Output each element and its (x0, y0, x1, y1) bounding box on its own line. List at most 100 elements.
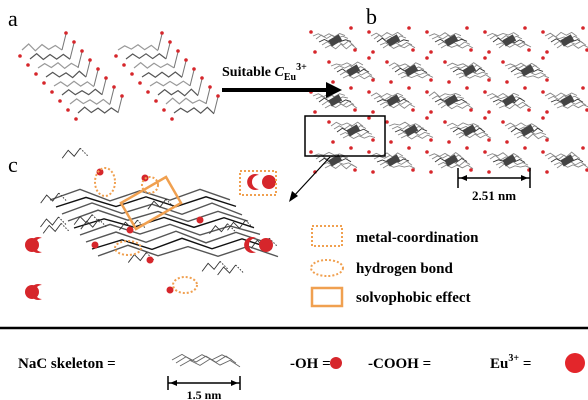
skeleton (391, 124, 425, 130)
side-chain (117, 96, 123, 114)
skeleton (91, 237, 273, 251)
skeleton (544, 92, 578, 98)
oh-dot (469, 168, 473, 172)
skeleton (440, 44, 474, 49)
skeleton (312, 151, 346, 157)
core (404, 64, 419, 77)
skeleton (37, 61, 79, 70)
oh-dot (523, 86, 527, 90)
oh-dot (313, 50, 317, 54)
oh-dot (112, 85, 116, 89)
side-chain (77, 51, 83, 69)
skeleton (556, 163, 588, 169)
side-chain (181, 60, 187, 78)
arrow-head (326, 82, 342, 98)
side-chain (73, 214, 93, 225)
oh-dot (411, 168, 415, 172)
arrow-superscript: 3+ (296, 62, 307, 73)
oh-dot (327, 60, 331, 64)
skeleton (431, 34, 465, 41)
oh-dot (523, 26, 527, 30)
oh-dot (353, 168, 357, 172)
side-chain (197, 78, 203, 96)
oh-dot (130, 72, 134, 76)
skeleton (431, 95, 465, 101)
artwork (18, 26, 588, 368)
oh-dot (465, 146, 469, 150)
oh-dot (58, 99, 62, 103)
side-chain (173, 51, 179, 69)
zoom-arrow (292, 156, 331, 198)
oh-dot (483, 90, 487, 94)
oh-dot (160, 31, 164, 35)
oh-dot (581, 26, 585, 30)
skeleton (85, 230, 267, 244)
oh-dot (88, 58, 92, 62)
skeleton (489, 34, 523, 41)
skeleton (507, 125, 541, 131)
oh-dot (353, 48, 357, 52)
skeleton (117, 43, 159, 52)
oh-dot (527, 108, 531, 112)
oh-dot (465, 26, 469, 30)
oh-dot (371, 110, 375, 114)
h-bond (60, 223, 70, 232)
side-chain (213, 96, 219, 114)
skeleton (507, 64, 541, 70)
skeleton (486, 152, 520, 158)
skeleton (486, 92, 520, 98)
skeleton (149, 80, 191, 87)
oh-dot (367, 150, 371, 154)
oh-dot (425, 30, 429, 34)
key-text: -COOH = (368, 356, 431, 372)
eu-dot (259, 238, 273, 252)
skeleton (486, 32, 520, 37)
side-chain (93, 69, 99, 87)
side-chain (201, 261, 221, 272)
oh-dot (91, 241, 99, 249)
side-chain (209, 223, 228, 234)
skeleton (29, 52, 71, 61)
oh-dot (487, 170, 491, 174)
oh-dot (385, 60, 389, 64)
oh-dot (483, 116, 487, 120)
oh-dot (581, 86, 585, 90)
hbond-ring (141, 176, 159, 194)
skeleton (141, 71, 183, 79)
oh-dot (309, 30, 313, 34)
core (386, 94, 401, 107)
side-chain (61, 33, 67, 51)
skeleton (173, 106, 215, 115)
side-chain (40, 216, 59, 228)
skeleton (516, 75, 550, 79)
side-chain (101, 78, 107, 96)
oh-dot (327, 120, 331, 124)
oh-dot (80, 49, 84, 53)
oh-dot (349, 86, 353, 90)
legend-text: solvophobic effect (356, 290, 471, 306)
skeleton (370, 152, 404, 158)
skeleton (330, 61, 364, 67)
oh-dot (541, 56, 545, 60)
core (444, 34, 459, 47)
scale-label: 1.5 nm (187, 388, 222, 400)
oh-dot (367, 30, 371, 34)
side-chain (189, 69, 195, 87)
skeleton (556, 104, 588, 109)
skeleton (157, 88, 199, 97)
oh-dot (483, 150, 487, 154)
skeleton (428, 151, 462, 158)
oh-dot (96, 67, 100, 71)
skeleton (175, 355, 237, 364)
core (560, 34, 575, 47)
legend-metal-icon (311, 225, 343, 247)
core (386, 154, 401, 167)
scale-arrow (521, 175, 528, 181)
side-chain (85, 60, 91, 78)
oh-dot (74, 117, 78, 121)
hbond-ring (114, 240, 142, 256)
skeleton (69, 98, 111, 106)
oh-dot (331, 80, 335, 84)
oh-dot (425, 56, 429, 60)
